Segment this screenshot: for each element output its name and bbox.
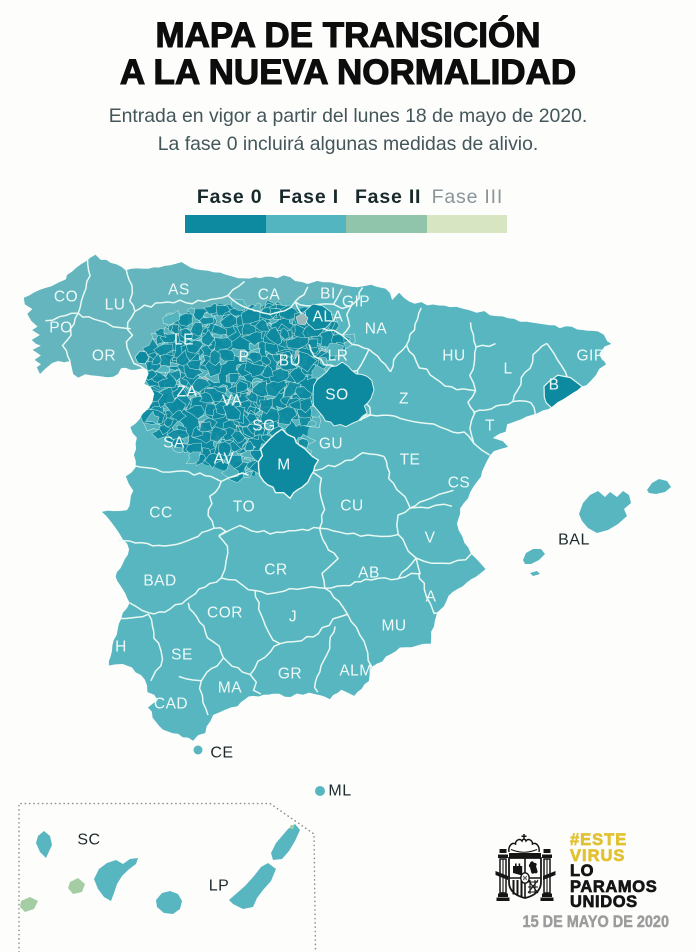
svg-text:BU: BU: [279, 353, 302, 370]
svg-text:L: L: [503, 361, 512, 378]
svg-text:CO: CO: [54, 289, 78, 306]
svg-text:BAL: BAL: [558, 532, 590, 549]
svg-text:CC: CC: [149, 505, 172, 522]
svg-text:ML: ML: [328, 783, 351, 800]
svg-text:Z: Z: [399, 391, 409, 408]
svg-text:GU: GU: [319, 436, 343, 453]
svg-text:SG: SG: [252, 418, 275, 435]
svg-text:CR: CR: [264, 562, 287, 579]
svg-text:AV: AV: [214, 451, 235, 468]
svg-text:LR: LR: [328, 348, 349, 365]
svg-text:LE: LE: [174, 332, 194, 349]
svg-text:SA: SA: [163, 435, 185, 452]
svg-text:LU: LU: [105, 297, 126, 314]
svg-text:AS: AS: [168, 282, 190, 299]
svg-text:CA: CA: [258, 287, 281, 304]
svg-text:PO: PO: [49, 320, 72, 337]
svg-text:SC: SC: [77, 832, 100, 849]
svg-text:AB: AB: [358, 565, 380, 582]
svg-text:A: A: [426, 589, 437, 606]
svg-text:SO: SO: [325, 387, 348, 404]
svg-text:TO: TO: [233, 499, 255, 516]
svg-text:V: V: [425, 530, 436, 547]
svg-text:J: J: [289, 609, 297, 626]
svg-text:LP: LP: [209, 878, 230, 895]
svg-text:CAD: CAD: [154, 696, 188, 713]
svg-text:GIP: GIP: [342, 294, 370, 311]
svg-text:COR: COR: [207, 605, 243, 622]
svg-text:CS: CS: [448, 475, 471, 492]
svg-text:MU: MU: [381, 618, 406, 635]
svg-text:GR: GR: [278, 666, 302, 683]
svg-text:HU: HU: [442, 348, 465, 365]
svg-text:BAD: BAD: [143, 573, 176, 590]
svg-text:P: P: [239, 349, 250, 366]
svg-text:VA: VA: [222, 393, 243, 410]
svg-text:B: B: [549, 377, 560, 394]
svg-text:GIR: GIR: [576, 348, 605, 365]
svg-text:MA: MA: [218, 680, 242, 697]
svg-text:SE: SE: [171, 647, 193, 664]
svg-text:T: T: [485, 418, 495, 435]
svg-text:ZA: ZA: [177, 384, 198, 401]
svg-text:M: M: [277, 457, 290, 474]
svg-text:H: H: [115, 639, 127, 656]
svg-text:ALA: ALA: [313, 309, 344, 326]
svg-text:OR: OR: [92, 348, 116, 365]
svg-text:ALM: ALM: [339, 663, 372, 680]
svg-text:CU: CU: [340, 498, 363, 515]
svg-text:TE: TE: [400, 452, 421, 469]
svg-text:NA: NA: [365, 321, 388, 338]
svg-text:CE: CE: [210, 745, 233, 762]
svg-text:BI: BI: [320, 286, 336, 303]
